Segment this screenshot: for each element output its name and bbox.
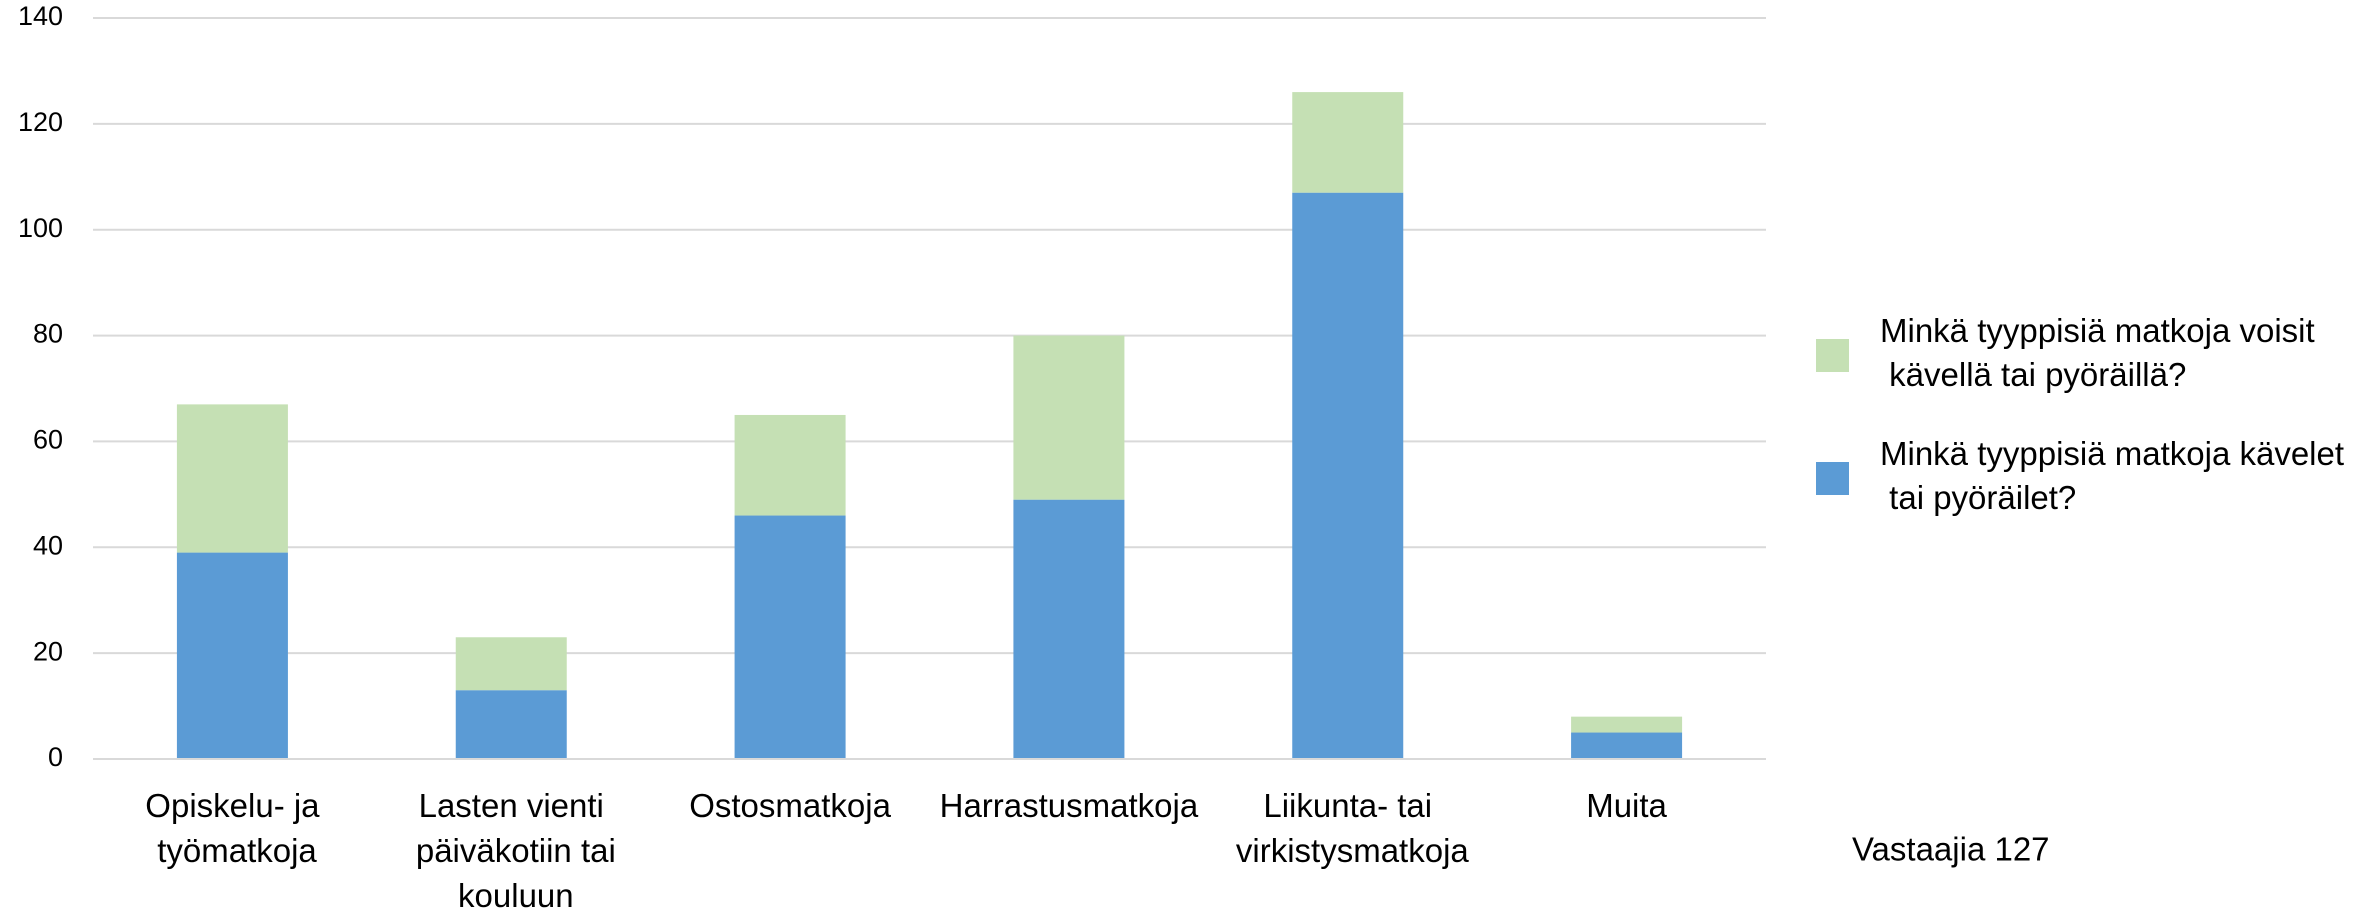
bar-segment [1571, 732, 1683, 759]
legend-swatch [1816, 339, 1849, 372]
x-tick-label: Opiskelu- ja työmatkoja [145, 787, 320, 869]
x-tick-label: Liikunta- tai virkistysmatkoja [1227, 787, 1470, 869]
annotation: Vastaajia 127 [1852, 831, 2050, 868]
legend-swatch [1816, 462, 1849, 495]
y-tick-label: 100 [18, 213, 63, 243]
y-tick-label: 140 [18, 1, 63, 31]
bar-segment [1013, 335, 1125, 500]
bar-segment [1013, 499, 1125, 759]
y-tick-label: 120 [18, 107, 63, 137]
bar-segment [176, 404, 288, 553]
bar-segment [176, 552, 288, 759]
x-tick-label: Harrastusmatkoja [940, 787, 1199, 824]
y-tick-label: 0 [48, 742, 63, 772]
y-tick-label: 60 [33, 425, 63, 455]
x-tick-label: Lasten vienti päiväkotiin tai kouluun [407, 787, 616, 914]
bar-segment [734, 414, 846, 516]
legend-label: Minkä tyyppisiä matkoja kävelet tai pyör… [1880, 435, 2344, 516]
bar-segment [734, 515, 846, 759]
legend-label: Minkä tyyppisiä matkoja voisit kävellä t… [1880, 312, 2315, 393]
x-tick-label: Ostosmatkoja [689, 787, 891, 824]
x-tick-label: Muita [1586, 787, 1667, 824]
y-tick-label: 20 [33, 636, 63, 666]
bar-segment [1292, 92, 1404, 193]
bar-segment [455, 690, 567, 759]
y-tick-label: 40 [33, 530, 63, 560]
bar-segment [1292, 192, 1404, 759]
bar-segment [455, 637, 567, 691]
bar-segment [1571, 716, 1683, 733]
y-tick-label: 80 [33, 319, 63, 349]
